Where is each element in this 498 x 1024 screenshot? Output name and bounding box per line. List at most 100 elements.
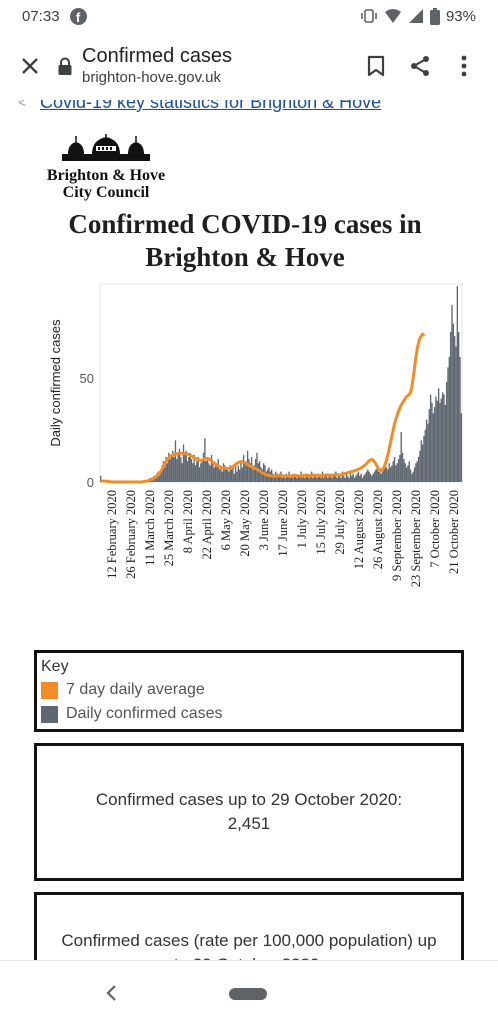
daily-bar xyxy=(277,475,279,482)
daily-bar xyxy=(216,465,218,482)
x-tick-label: 1 July 2020 xyxy=(295,490,309,548)
daily-bar xyxy=(421,444,424,482)
daily-bar xyxy=(182,444,185,482)
daily-bar xyxy=(164,467,166,482)
daily-bar xyxy=(299,475,301,482)
daily-bar xyxy=(169,459,171,482)
x-tick-label: 12 August 2020 xyxy=(352,490,366,569)
daily-bar xyxy=(369,473,372,482)
daily-bar xyxy=(222,463,225,482)
signal-icon xyxy=(408,9,423,23)
x-tick-label: 11 March 2020 xyxy=(143,490,157,566)
daily-bar xyxy=(348,477,350,482)
daily-bar xyxy=(419,450,421,482)
close-button[interactable] xyxy=(12,48,48,84)
battery-icon xyxy=(429,7,440,25)
cases-chart-svg: 0 50 Daily confirmed cases 12 February 2020… xyxy=(48,283,463,587)
bookmark-button[interactable] xyxy=(354,46,398,86)
daily-bar xyxy=(233,473,235,482)
daily-bar xyxy=(411,473,413,482)
daily-bar xyxy=(265,471,267,482)
vibrate-icon xyxy=(361,9,377,23)
daily-bar xyxy=(234,463,237,482)
daily-bar xyxy=(432,413,434,482)
daily-bar xyxy=(413,467,416,482)
wifi-icon xyxy=(384,9,401,23)
daily-bar xyxy=(295,475,297,482)
x-tick-label: 3 June 2020 xyxy=(257,490,271,550)
daily-bar xyxy=(252,469,254,482)
custom-tab-toolbar: Confirmed cases brighton-hove.gov.uk xyxy=(0,32,498,100)
home-pill-icon[interactable] xyxy=(229,988,267,1000)
share-button[interactable] xyxy=(398,46,442,86)
daily-bar xyxy=(399,454,401,482)
daily-bar xyxy=(341,471,344,482)
daily-bar xyxy=(260,467,262,482)
daily-bar xyxy=(208,463,210,482)
daily-bar xyxy=(423,436,425,482)
breadcrumb-link[interactable]: Covid-19 key statistics for Brighton & H… xyxy=(40,100,382,112)
daily-bar xyxy=(404,463,406,482)
chart-key: Key 7 day daily average Daily confirmed … xyxy=(34,650,464,732)
key-label-daily: Daily confirmed cases xyxy=(66,705,223,722)
x-tick-label: 8 April 2020 xyxy=(181,490,195,553)
daily-bar xyxy=(165,456,167,482)
key-label-average: 7 day daily average xyxy=(66,681,205,698)
daily-bar xyxy=(213,467,215,482)
daily-bar xyxy=(316,477,318,482)
daily-bar xyxy=(196,461,198,482)
pavilion-logo-icon xyxy=(62,134,150,161)
back-icon[interactable] xyxy=(100,979,124,1007)
daily-bar xyxy=(392,461,394,482)
daily-bar xyxy=(154,477,157,482)
daily-bar xyxy=(315,475,317,482)
daily-bar xyxy=(304,477,306,482)
facebook-icon: f xyxy=(69,7,87,25)
daily-bar xyxy=(162,461,165,482)
daily-swatch xyxy=(41,705,58,723)
y-tick-label: 0 xyxy=(87,475,94,490)
daily-bar xyxy=(242,454,245,482)
daily-bar xyxy=(436,400,438,482)
daily-bar xyxy=(244,463,246,482)
daily-bar xyxy=(441,392,444,482)
daily-bar xyxy=(437,388,440,482)
x-tick-label: 26 August 2020 xyxy=(371,490,385,569)
daily-bar xyxy=(180,456,182,482)
daily-bar xyxy=(245,465,247,482)
daily-bar xyxy=(224,465,226,482)
plot-area xyxy=(99,283,463,483)
average-line xyxy=(100,332,426,484)
daily-bar xyxy=(273,475,275,482)
daily-bar xyxy=(172,450,174,482)
x-tick-label: 26 February 2020 xyxy=(124,490,138,579)
daily-bar xyxy=(425,419,428,482)
daily-bar xyxy=(401,452,404,482)
daily-bar xyxy=(220,467,222,482)
daily-bar xyxy=(312,477,314,482)
lock-icon[interactable] xyxy=(54,51,76,81)
daily-bar xyxy=(457,331,460,482)
daily-bar xyxy=(373,471,376,482)
daily-bar xyxy=(325,475,328,482)
daily-bar xyxy=(309,475,312,482)
daily-bar xyxy=(305,473,308,482)
daily-bar xyxy=(409,469,412,482)
daily-bar xyxy=(307,475,309,482)
daily-bar xyxy=(161,465,163,482)
daily-bar xyxy=(336,477,338,482)
daily-bar xyxy=(285,473,288,482)
daily-bar xyxy=(184,454,186,482)
daily-bar xyxy=(416,461,418,482)
x-tick-label: 17 June 2020 xyxy=(276,490,290,557)
daily-bar xyxy=(329,473,332,482)
daily-bar xyxy=(212,461,214,482)
more-options-button[interactable] xyxy=(442,46,486,86)
url-display[interactable]: Confirmed cases brighton-hove.gov.uk xyxy=(82,44,354,88)
daily-bar xyxy=(445,381,448,482)
page-heading: Confirmed COVID-19 cases in Brighton & H… xyxy=(68,209,422,272)
daily-bar xyxy=(429,394,432,482)
daily-bar xyxy=(176,459,178,482)
daily-bar xyxy=(186,461,189,482)
daily-bar xyxy=(380,473,382,482)
